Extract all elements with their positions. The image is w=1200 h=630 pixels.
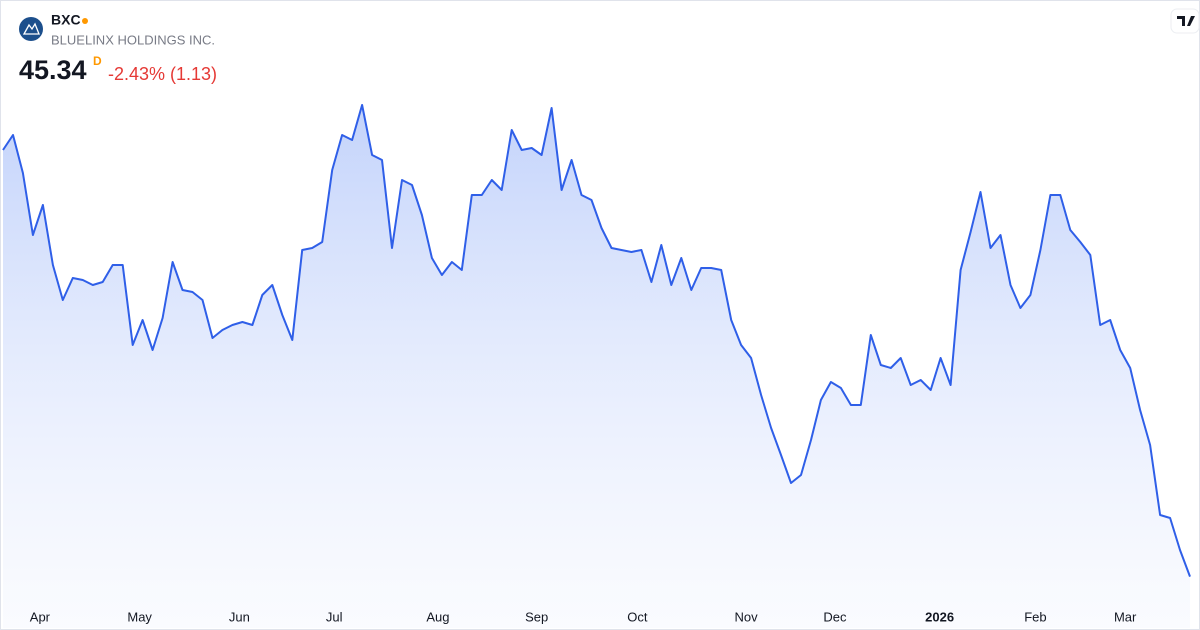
status-dot (82, 18, 88, 24)
x-tick-label: Aug (426, 609, 449, 624)
price: 45.34 (19, 55, 87, 85)
x-tick-label: Jun (229, 609, 250, 624)
x-tick-label: Dec (823, 609, 847, 624)
tradingview-logo[interactable] (1170, 8, 1200, 34)
x-tick-label: Feb (1024, 609, 1046, 624)
plot-area (2, 104, 1191, 628)
logo (19, 17, 43, 41)
interval: D (93, 54, 102, 68)
ticker: BXC (51, 12, 81, 28)
x-tick-label: Sep (525, 609, 548, 624)
price-line (2, 104, 1191, 577)
x-tick-label: Nov (735, 609, 759, 624)
area-fill (3, 105, 1190, 628)
x-tick-label: Apr (30, 609, 51, 624)
x-tick-label: Jul (326, 609, 343, 624)
x-tick-label: 2026 (925, 609, 954, 624)
change: -2.43% (1.13) (108, 64, 217, 84)
x-tick-label: Oct (627, 609, 648, 624)
x-tick-label: Mar (1114, 609, 1137, 624)
x-tick-label: May (127, 609, 152, 624)
company-name: BLUELINX HOLDINGS INC. (51, 32, 215, 47)
